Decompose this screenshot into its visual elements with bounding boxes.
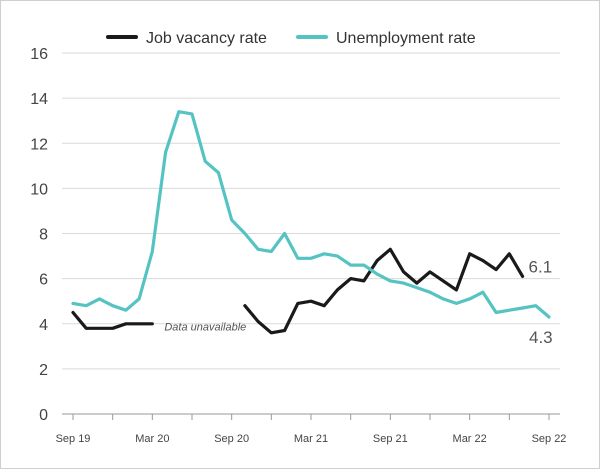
x-tick-label: Sep 21 — [373, 433, 408, 445]
series-line-job-vacancy-0 — [71, 310, 154, 330]
x-tick-label: Mar 20 — [135, 433, 169, 445]
annotations: Data unavailable 6.1 4.3 — [164, 257, 552, 347]
series-line-job-vacancy-1 — [243, 247, 525, 335]
y-tick-label: 8 — [39, 227, 48, 244]
series-lines — [71, 110, 551, 335]
y-tick-label: 16 — [30, 46, 48, 63]
legend: Job vacancy rate Unemployment rate — [106, 30, 476, 47]
y-tick-label: 14 — [30, 91, 48, 108]
x-tick-label: Mar 21 — [294, 433, 328, 445]
x-tick-label: Sep 22 — [532, 433, 567, 445]
y-tick-label: 4 — [39, 317, 48, 334]
y-tick-label: 10 — [30, 181, 48, 198]
y-tick-label: 0 — [39, 407, 48, 424]
data-unavailable-note: Data unavailable — [164, 322, 246, 334]
x-axis: Sep 19 Mar 20 Sep 20 Mar 21 Sep 21 Mar 22 Sep … — [56, 414, 567, 445]
legend-label-job-vacancy: Job vacancy rate — [146, 30, 267, 47]
job-vacancy-end-label: 6.1 — [529, 257, 553, 276]
legend-label-unemployment: Unemployment rate — [336, 30, 476, 47]
x-tick-label: Mar 22 — [453, 433, 487, 445]
gridlines — [62, 52, 560, 415]
unemployment-end-label: 4.3 — [529, 328, 553, 347]
y-tick-label: 2 — [39, 362, 48, 379]
x-tick-label: Sep 19 — [56, 433, 91, 445]
series-line-unemployment-0 — [71, 110, 551, 319]
x-tick-label: Sep 20 — [214, 433, 249, 445]
y-tick-label: 6 — [39, 272, 48, 289]
y-axis-ticks: 0 2 4 6 8 10 12 14 16 — [30, 46, 48, 424]
y-tick-label: 12 — [30, 136, 48, 153]
